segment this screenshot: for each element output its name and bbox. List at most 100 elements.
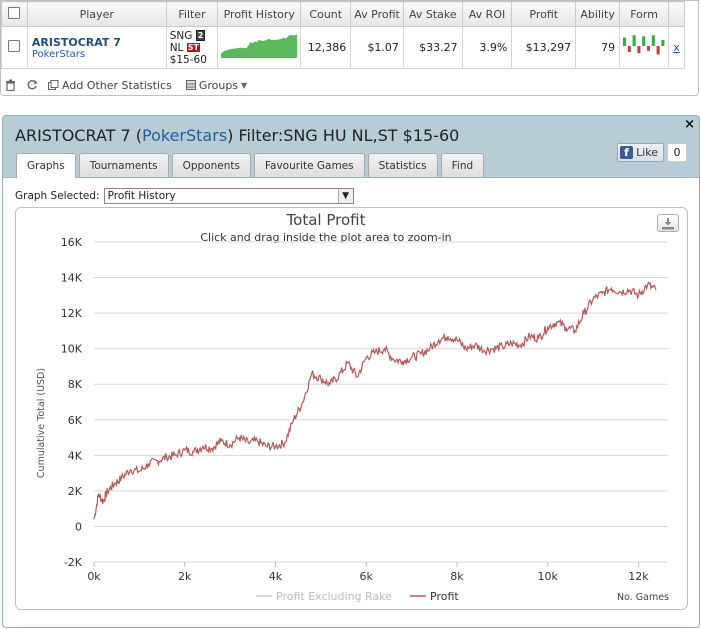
form-bar [637, 46, 641, 54]
graph-select[interactable]: Profit History ▼ [103, 188, 354, 204]
groups-label: Groups [198, 78, 239, 92]
graph-select-value: Profit History [107, 190, 176, 202]
form-bar [647, 46, 651, 51]
facebook-like: f Like 0 [617, 143, 687, 162]
select-all-checkbox[interactable] [8, 6, 21, 19]
x-tick-labels: 0k 2k 4k 6k 8k 10k 12k [87, 570, 649, 583]
tab-favourite-games[interactable]: Favourite Games [253, 153, 365, 177]
download-icon [662, 217, 674, 229]
y-tick-label: 12K [61, 307, 83, 320]
panel-tabs: Graphs Tournaments Opponents Favourite G… [16, 153, 485, 178]
remove-row-link[interactable]: x [673, 41, 680, 54]
grid [93, 241, 668, 567]
form-bar [627, 46, 631, 52]
ability-value: 79 [575, 26, 621, 69]
form-bar [661, 40, 665, 46]
header-form[interactable]: Form [619, 1, 670, 27]
panel-title: ARISTOCRAT 7 (PokerStars) Filter:SNG HU … [15, 126, 459, 145]
player-site-link[interactable]: PokerStars [31, 48, 86, 60]
form-bar [651, 35, 655, 46]
y-tick-label: 14K [61, 272, 83, 285]
table-row: ARISTOCRAT 7 PokerStars SNG 2 NL ST $15-… [1, 26, 685, 69]
row-checkbox[interactable] [8, 40, 21, 52]
title-site-link[interactable]: PokerStars [142, 126, 228, 145]
form-bar [656, 46, 660, 55]
filter-stake: $15-60 [169, 53, 207, 66]
form-chart [623, 35, 665, 55]
remove-cell: x [668, 26, 685, 69]
chevron-down-icon: ▼ [337, 189, 353, 203]
chart-subtitle: Click and drag inside the plot area to z… [200, 231, 451, 244]
av-roi-value: 3.9% [461, 26, 513, 69]
groups-icon [185, 80, 196, 90]
trash-icon [6, 79, 15, 91]
add-columns-icon [48, 79, 59, 90]
y-tick-label: 0 [75, 520, 82, 533]
add-statistics-label: Add Other Statistics [62, 78, 172, 92]
form-bar [642, 36, 646, 46]
table-header-row: Player Filter Profit History Count Av Pr… [1, 1, 685, 27]
facebook-icon: f [620, 146, 634, 159]
tab-find[interactable]: Find [440, 153, 485, 177]
close-icon[interactable]: × [684, 117, 695, 132]
row-checkbox-cell[interactable] [1, 26, 28, 69]
x-tick-label: 6k [360, 570, 374, 583]
delete-button[interactable] [5, 79, 16, 91]
form-bar [632, 35, 636, 46]
header-av-roi[interactable]: Av ROI [461, 1, 513, 27]
header-count[interactable]: Count [300, 1, 352, 27]
y-tick-labels: 16K 14K 12K 10K 8K 6K 4K 2K 0 -2K [61, 236, 83, 569]
filter-type: SNG [169, 29, 193, 42]
form-cell [619, 26, 670, 69]
header-av-stake[interactable]: Av Stake [402, 1, 463, 27]
legend-excl-rake[interactable]: Profit Excluding Rake [276, 590, 392, 603]
x-tick-label: 0k [87, 570, 101, 583]
fb-like-count: 0 [667, 143, 687, 162]
chevron-down-icon: ▼ [241, 80, 248, 90]
profit-history-cell [217, 26, 302, 69]
fb-like-button[interactable]: f Like [617, 143, 664, 162]
tab-opponents[interactable]: Opponents [171, 153, 251, 177]
groups-dropdown[interactable]: Groups ▼ [185, 78, 248, 92]
header-av-profit[interactable]: Av Profit [350, 1, 404, 27]
results-panel: Player Filter Profit History Count Av Pr… [0, 0, 699, 96]
download-chart-button[interactable] [657, 214, 679, 232]
y-tick-label: 10K [61, 343, 83, 356]
profit-sparkline[interactable] [221, 34, 298, 58]
player-cell: ARISTOCRAT 7 PokerStars [26, 26, 167, 69]
y-tick-label: -2K [64, 556, 83, 569]
graph-selected-label: Graph Selected: [15, 190, 100, 202]
header-profit[interactable]: Profit [511, 1, 577, 27]
profit-chart[interactable]: Total Profit Click and drag inside the p… [16, 208, 687, 609]
y-tick-label: 6K [68, 414, 83, 427]
players-badge: 2 [195, 30, 206, 41]
speed-badge: ST [186, 43, 200, 52]
y-tick-label: 8K [68, 378, 83, 391]
player-name-link[interactable]: ARISTOCRAT 7 [31, 35, 121, 49]
filter-cell: SNG 2 NL ST $15-60 [165, 26, 219, 69]
y-tick-label: 4K [68, 449, 83, 462]
select-all-header[interactable] [1, 1, 28, 27]
y-tick-label: 2K [68, 485, 83, 498]
tab-tournaments[interactable]: Tournaments [78, 153, 169, 177]
add-statistics-button[interactable]: Add Other Statistics [48, 79, 172, 92]
header-profit-history[interactable]: Profit History [217, 1, 302, 27]
count-value: 12,386 [300, 26, 352, 69]
header-filter[interactable]: Filter [165, 1, 219, 27]
refresh-button[interactable] [26, 79, 38, 91]
header-ability[interactable]: Ability [575, 1, 621, 27]
x-tick-label: 10k [538, 570, 559, 583]
title-filter: ) Filter:SNG HU NL,ST $15-60 [227, 126, 460, 145]
refresh-icon [27, 80, 38, 90]
header-player[interactable]: Player [26, 1, 167, 27]
tab-statistics[interactable]: Statistics [367, 153, 438, 177]
form-bar [623, 37, 627, 46]
x-tick-label: 12k [628, 570, 649, 583]
results-table: Player Filter Profit History Count Av Pr… [1, 1, 685, 69]
profit-series-line [93, 281, 657, 520]
player-graph-panel: ARISTOCRAT 7 (PokerStars) Filter:SNG HU … [2, 115, 700, 628]
tab-graphs[interactable]: Graphs [16, 153, 76, 178]
profit-value: $13,297 [511, 26, 577, 69]
legend-profit[interactable]: Profit [430, 590, 459, 603]
chart-title: Total Profit [286, 211, 366, 229]
